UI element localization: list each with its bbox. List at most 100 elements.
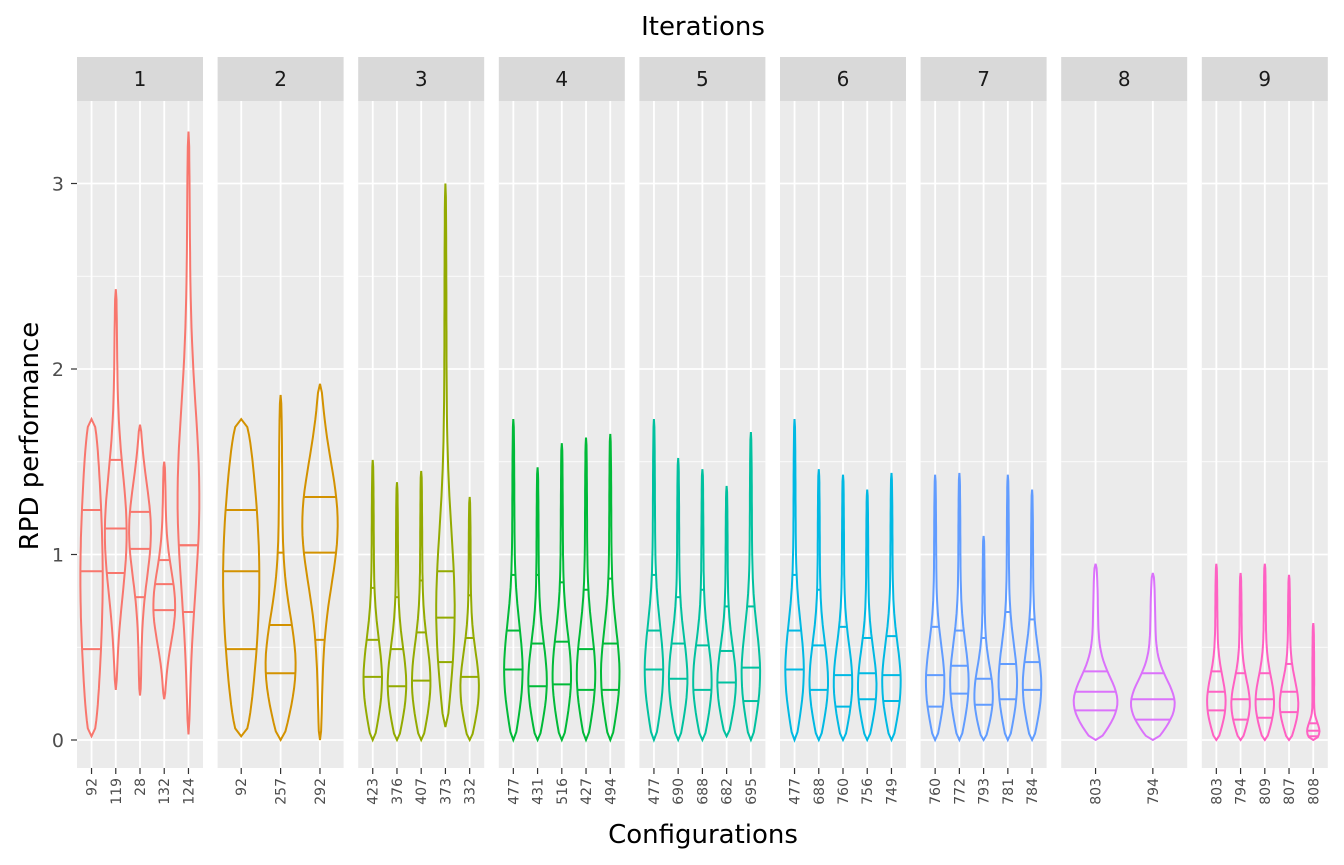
facet-strip [498, 57, 625, 101]
x-tick-label: 749 [884, 778, 900, 805]
x-tick-label: 92 [234, 778, 250, 796]
x-tick-label: 690 [671, 778, 687, 805]
facet-strip-label: 6 [837, 67, 850, 91]
x-tick-label: 423 [366, 778, 382, 805]
facet-strip-label: 5 [696, 67, 709, 91]
violin-8-794 [1129, 572, 1176, 742]
x-tick-label: 807 [1282, 778, 1298, 805]
x-tick-label: 119 [109, 778, 125, 805]
x-tick-label: 477 [788, 778, 804, 805]
x-tick-label: 784 [1025, 778, 1041, 805]
violin-6-688 [808, 469, 829, 743]
facet-strip [1201, 57, 1328, 101]
facet-strip [780, 57, 906, 101]
violin-7-781 [997, 474, 1019, 743]
facet-panel-5: 5 477 690 688 682 695 [639, 57, 766, 805]
violin-6-760 [832, 474, 854, 743]
facet-panel-2: 292 257 292 [217, 57, 344, 805]
facet-strip-label: 4 [555, 67, 568, 91]
facet-panel-1: 1 92 119 28 132 124 [77, 57, 203, 805]
y-tick-label: 2 [52, 359, 64, 381]
x-tick-label: 376 [390, 778, 406, 805]
x-tick-label: 781 [1001, 778, 1017, 805]
violin-6-477 [784, 419, 805, 743]
facet-panel-4: 4 477 431 516 427 494 [498, 57, 625, 805]
x-tick-label: 793 [977, 778, 993, 805]
x-tick-label: 803 [1089, 778, 1105, 805]
facet-strip [77, 57, 203, 101]
x-tick-label: 794 [1146, 778, 1162, 805]
violin-9-809 [1254, 563, 1275, 742]
chart-title: Iterations [641, 12, 765, 42]
violin-8-803 [1072, 563, 1119, 742]
facet-panel-7: 7 760 772 793 781 784 [920, 57, 1047, 805]
facet-panel-3: 3 423 376 407 373 332 [358, 57, 485, 805]
x-tick-label: 292 [313, 778, 329, 805]
x-tick-label: 124 [181, 778, 197, 805]
facet-strip [358, 57, 485, 101]
violin-4-431 [527, 467, 548, 743]
x-tick-label: 427 [579, 778, 595, 805]
facet-strip [639, 57, 766, 101]
violin-5-688 [692, 469, 713, 743]
violin-9-807 [1278, 574, 1300, 742]
x-tick-label: 794 [1234, 778, 1250, 805]
violin-7-760 [924, 474, 946, 743]
violin-1-28 [128, 424, 152, 696]
violin-6-756 [857, 489, 878, 743]
facet-panel-9: 9 803 794 809 807 808 [1201, 57, 1328, 805]
violin-6-749 [881, 472, 902, 743]
x-tick-label: 431 [531, 778, 547, 805]
violin-5-682 [716, 485, 737, 739]
violin-5-690 [667, 457, 689, 743]
violin-4-477 [503, 419, 524, 743]
violin-9-808 [1306, 622, 1321, 742]
x-tick-label: 28 [133, 778, 149, 796]
y-tick-label: 1 [52, 545, 64, 567]
x-tick-label: 477 [506, 778, 522, 805]
y-axis-label: RPD performance [15, 322, 45, 551]
violin-4-494 [599, 433, 621, 743]
violin-7-784 [1021, 489, 1043, 743]
x-tick-label: 688 [812, 778, 828, 805]
facet-strip-label: 8 [1118, 67, 1131, 91]
x-tick-label: 756 [860, 778, 876, 805]
violin-3-376 [386, 482, 408, 743]
x-tick-label: 516 [555, 778, 571, 805]
violin-1-132 [152, 461, 177, 700]
violin-5-477 [643, 419, 665, 743]
violin-7-772 [949, 472, 970, 743]
x-tick-label: 92 [85, 778, 101, 796]
violin-1-92 [79, 416, 104, 739]
facet-strip [1061, 57, 1188, 101]
facet-strip-label: 9 [1258, 67, 1271, 91]
violin-3-423 [362, 459, 384, 743]
violin-9-803 [1206, 563, 1227, 742]
violin-3-373 [435, 183, 456, 728]
x-tick-label: 688 [695, 778, 711, 805]
violin-2-257 [264, 394, 297, 743]
x-axis-label: Configurations [608, 820, 798, 850]
x-tick-label: 808 [1306, 778, 1322, 805]
violin-3-332 [459, 496, 480, 743]
x-tick-label: 760 [836, 778, 852, 805]
facet-strip-label: 7 [977, 67, 990, 91]
violin-9-794 [1230, 572, 1251, 742]
violin-1-119 [103, 289, 128, 690]
violin-1-124 [176, 131, 201, 735]
facet-panel-8: 8 803 794 [1061, 57, 1188, 805]
facet-strip-label: 1 [134, 67, 147, 91]
x-tick-label: 132 [157, 778, 173, 805]
violin-2-92 [222, 417, 261, 738]
x-tick-label: 772 [952, 778, 968, 805]
y-tick-label: 0 [52, 730, 64, 752]
x-tick-label: 373 [438, 778, 454, 805]
facet-strip-label: 3 [415, 67, 428, 91]
panel-background [1061, 101, 1188, 768]
facet-strip [217, 57, 344, 101]
x-tick-label: 695 [744, 778, 760, 805]
violin-2-292 [301, 383, 339, 741]
x-tick-label: 257 [274, 778, 290, 805]
